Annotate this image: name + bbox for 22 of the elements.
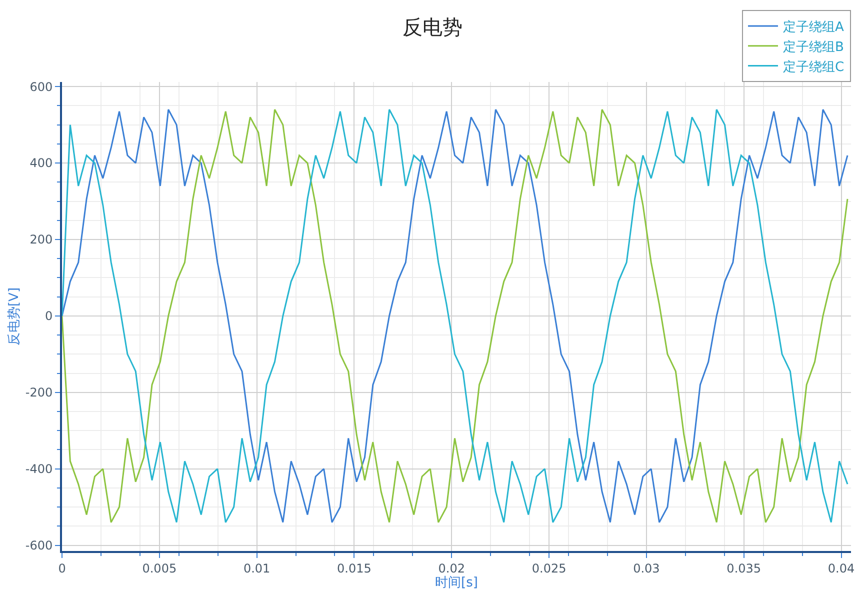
x-tick-label: 0.04 [828, 561, 855, 576]
y-tick-label: 0 [44, 309, 53, 324]
y-tick-label: -600 [25, 538, 53, 552]
x-tick-label: 0.015 [337, 561, 372, 576]
x-tick-label: 0 [58, 561, 66, 576]
chart-title: 反电势 [402, 14, 462, 39]
legend-label: 定子绕组B [783, 40, 844, 55]
y-tick-label: 400 [30, 156, 53, 170]
y-tick-label: -400 [25, 462, 53, 476]
x-axis-title: 时间[s] [435, 575, 478, 590]
x-tick-label: 0.005 [142, 561, 177, 576]
y-axis-title: 反电势[V] [6, 287, 22, 346]
x-tick-label: 0.03 [633, 561, 660, 576]
legend-label: 定子绕组A [783, 20, 844, 36]
y-tick-label: 200 [30, 232, 53, 247]
x-tick-label: 0.025 [532, 561, 566, 576]
x-tick-label: 0.01 [243, 561, 270, 576]
legend-label: 定子绕组C [783, 60, 844, 75]
y-tick-label: 600 [30, 80, 53, 94]
x-tick-label: 0.035 [726, 561, 762, 576]
y-tick-label: -200 [25, 386, 53, 400]
x-tick-label: 0.02 [438, 561, 465, 576]
